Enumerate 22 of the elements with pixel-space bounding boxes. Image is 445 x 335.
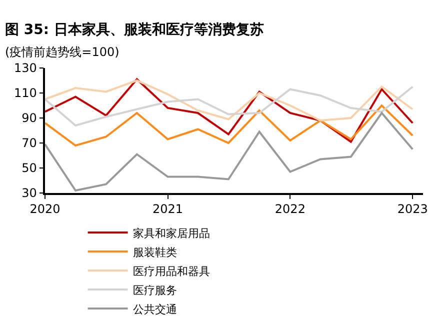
legend-label: 家具和家居用品 — [132, 226, 210, 240]
x-tick-label: 2020 — [30, 202, 60, 216]
legend-label: 公共交通 — [132, 302, 177, 316]
y-tick-label: 70 — [22, 136, 37, 150]
legend-label: 服装鞋类 — [132, 246, 177, 259]
y-tick-label: 110 — [14, 86, 37, 100]
line-series — [45, 112, 414, 192]
y-tick-label: 50 — [22, 161, 37, 176]
x-tick-label: 2021 — [152, 202, 184, 216]
y-tick-label: 130 — [14, 61, 37, 76]
legend-label: 医疗用品和器具 — [132, 264, 210, 278]
line-series — [45, 86, 414, 126]
line-series — [45, 104, 414, 146]
line-series — [45, 78, 414, 143]
chart-title: 图 35: 日本家具、服装和医疗等消费复苏 — [5, 21, 264, 38]
chart-subtitle: (疫情前趋势线=100) — [5, 45, 120, 59]
line-series — [45, 80, 414, 122]
y-tick-label: 30 — [22, 186, 37, 200]
x-tick-label: 2023 — [397, 202, 428, 216]
y-tick-label: 90 — [22, 111, 37, 126]
legend-label: 医疗服务 — [132, 284, 177, 297]
x-tick-label: 2022 — [274, 202, 306, 216]
